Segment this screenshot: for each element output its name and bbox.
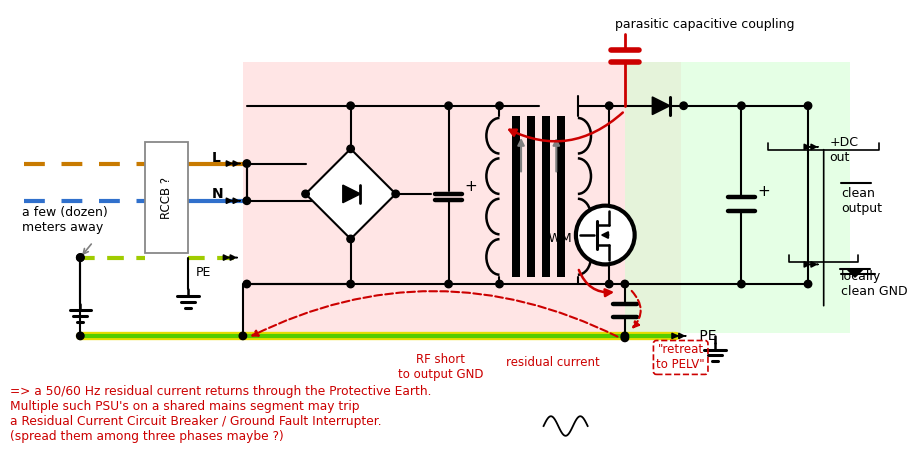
Bar (527, 115, 535, 277)
Bar (512, 115, 521, 277)
Circle shape (621, 332, 629, 340)
Text: parasitic capacitive coupling: parasitic capacitive coupling (615, 18, 795, 31)
Polygon shape (243, 61, 680, 333)
Text: +: + (757, 184, 770, 200)
Circle shape (576, 206, 634, 264)
Text: RCCB ?: RCCB ? (160, 177, 173, 219)
Circle shape (621, 280, 629, 288)
Text: locally
clean GND: locally clean GND (841, 270, 908, 298)
Circle shape (392, 190, 399, 198)
Circle shape (347, 280, 354, 288)
Circle shape (804, 102, 812, 109)
Bar (145, 142, 188, 253)
Circle shape (496, 280, 503, 288)
Circle shape (496, 102, 503, 109)
Text: a few (dozen)
meters away: a few (dozen) meters away (21, 206, 107, 234)
Circle shape (621, 334, 629, 342)
Circle shape (738, 280, 745, 288)
Circle shape (76, 254, 84, 261)
Polygon shape (847, 269, 863, 277)
Text: PWM: PWM (542, 232, 572, 245)
Text: residual current: residual current (507, 356, 600, 369)
Text: +: + (465, 179, 477, 193)
Circle shape (243, 280, 251, 288)
Text: PE: PE (196, 266, 211, 279)
Circle shape (606, 280, 613, 288)
Polygon shape (342, 185, 361, 203)
Circle shape (738, 102, 745, 109)
Text: => a 50/60 Hz residual current returns through the Protective Earth.
Multiple su: => a 50/60 Hz residual current returns t… (10, 385, 431, 443)
Circle shape (76, 254, 84, 261)
Bar (557, 115, 565, 277)
Circle shape (680, 102, 688, 109)
Circle shape (302, 190, 309, 198)
Circle shape (347, 235, 354, 243)
Circle shape (243, 197, 251, 204)
Text: N: N (211, 187, 223, 201)
Text: RF short
to output GND: RF short to output GND (398, 352, 484, 381)
Text: +DC
out: +DC out (830, 136, 858, 164)
Circle shape (445, 102, 453, 109)
Text: L: L (211, 151, 220, 165)
Circle shape (445, 280, 453, 288)
Circle shape (347, 145, 354, 153)
Polygon shape (653, 97, 670, 114)
Text: PE: PE (695, 329, 717, 343)
Circle shape (76, 332, 84, 340)
Text: "retreat
to PELV": "retreat to PELV" (656, 343, 705, 371)
Circle shape (804, 280, 812, 288)
Bar (543, 115, 550, 277)
Circle shape (347, 102, 354, 109)
Polygon shape (625, 61, 850, 333)
Circle shape (606, 102, 613, 109)
Circle shape (240, 332, 247, 340)
Text: clean
output: clean output (841, 187, 882, 215)
Circle shape (243, 160, 251, 167)
Polygon shape (306, 149, 396, 239)
